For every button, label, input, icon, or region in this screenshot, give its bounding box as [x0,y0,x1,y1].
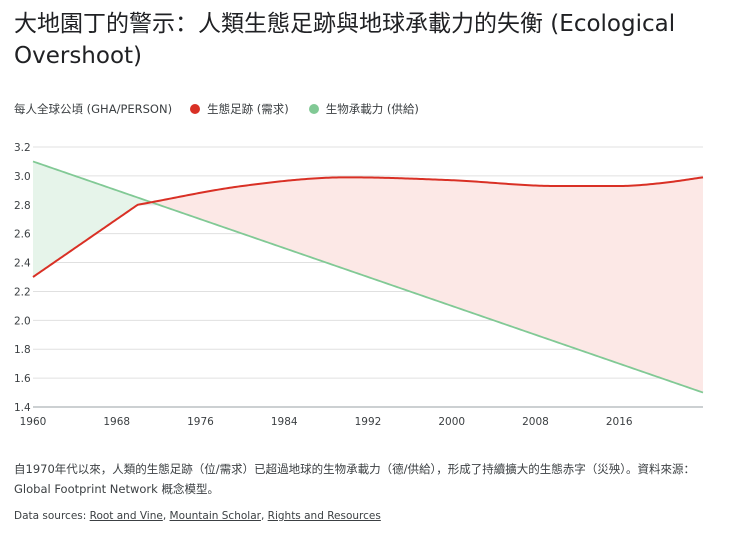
deficit-area [151,177,703,393]
legend-dot-footprint [190,104,201,114]
x-tick-label: 2008 [522,416,549,428]
y-tick-label: 2.0 [14,315,31,327]
chart-title: 大地園丁的警示：人類生態足跡與地球承載力的失衡 (Ecological Over… [14,11,676,69]
legend-item-footprint[interactable]: 生態足跡 (需求) [190,101,289,117]
x-tick-label: 1960 [20,416,47,428]
y-tick-label: 2.4 [14,258,31,270]
y-tick-label: 2.8 [14,200,31,212]
y-tick-label: 1.8 [14,344,31,356]
x-tick-label: 1984 [271,416,298,428]
y-tick-label: 3.0 [14,171,31,183]
y-tick-label: 2.6 [14,229,31,241]
sources-prefix: Data sources: [14,510,90,522]
chart-plot: 1.4 1.6 1.8 2.0 2.2 2.4 2.6 2.8 3.0 3.2 1960 1968 19… [14,142,704,428]
y-tick-label: 2.2 [14,286,31,298]
y-tick-label: 1.6 [14,373,31,385]
legend-dot-biocapacity [308,104,319,114]
legend: 每人全球公頃 (GHA/PERSON) 生態足跡 (需求) 生物承載力 (供給) [14,100,439,118]
legend-item-biocapacity[interactable]: 生物承載力 (供給) [308,101,419,117]
legend-label-biocapacity: 生物承載力 (供給) [325,102,419,116]
x-tick-label: 1976 [187,416,214,428]
data-sources: Data sources: Root and Vine, Mountain Sc… [14,510,381,522]
chart-note: 自1970年代以來，人類的生態足跡（位/需求）已超過地球的生物承載力（德/供給）… [14,462,696,496]
x-tick-label: 1992 [355,416,382,428]
source-link-rights-and-resources[interactable]: Rights and Resources [267,510,381,522]
x-tick-label: 1968 [103,416,130,428]
legend-unit-label: 每人全球公頃 (GHA/PERSON) [14,102,173,116]
legend-label-footprint: 生態足跡 (需求) [207,102,289,116]
source-link-root-and-vine[interactable]: Root and Vine [89,510,163,522]
footprint-line [32,176,704,278]
x-tick-label: 2016 [606,416,633,428]
source-link-mountain-scholar[interactable]: Mountain Scholar [169,510,261,522]
y-tick-label: 3.2 [14,142,31,154]
x-tick-label: 2000 [438,416,465,428]
biocapacity-line [32,160,704,394]
reserve-area [33,161,152,277]
y-tick-label: 1.4 [14,402,31,414]
